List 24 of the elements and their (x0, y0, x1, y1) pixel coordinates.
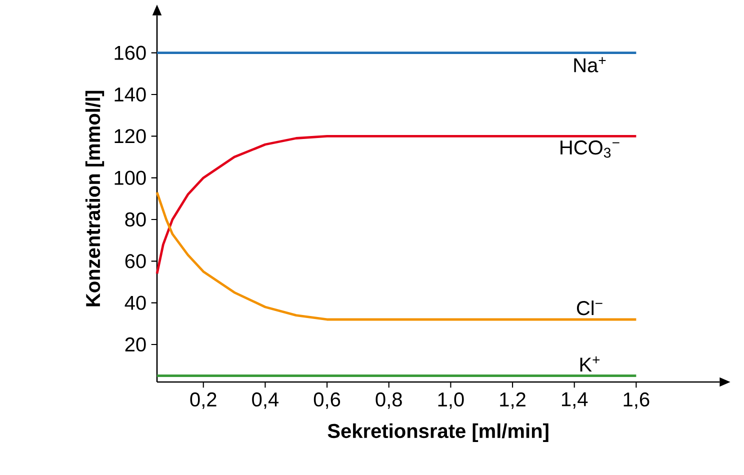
x-tick-label: 0,2 (190, 392, 216, 409)
x-tick-label: 0,4 (252, 392, 279, 409)
x-tick-label: 0,8 (376, 392, 402, 409)
y-tick-label: 80 (125, 212, 146, 227)
series-label: Na$^{+}$ (574, 57, 606, 72)
y-tick-label: 140 (114, 87, 146, 102)
x-axis-title: Sekretionsrate [ml/min] (328, 423, 548, 442)
series-label: Cl$^{−}$ (576, 300, 602, 316)
y-axis-title: Konzentration [mmol/l] (85, 90, 104, 306)
y-tick-label: 60 (125, 254, 146, 268)
series-label: HCO$_{3}$− (560, 140, 620, 158)
x-tick-label: 1,2 (500, 392, 526, 409)
line-series (156, 191, 638, 321)
y-tick-label: 160 (114, 46, 146, 60)
x-tick-label: 1,4 (562, 392, 588, 409)
y-tick-label: 100 (114, 170, 146, 185)
line-series (156, 134, 638, 275)
series-label: K$^{+}$ (580, 356, 600, 372)
y-tick-label: 40 (124, 296, 146, 310)
x-tick-label: 1,0 (438, 392, 464, 409)
y-tick-label: 120 (114, 129, 146, 144)
x-tick-label: 1,6 (624, 392, 650, 409)
x-tick-label: 0,6 (314, 392, 340, 409)
y-tick-label: 20 (125, 337, 146, 352)
